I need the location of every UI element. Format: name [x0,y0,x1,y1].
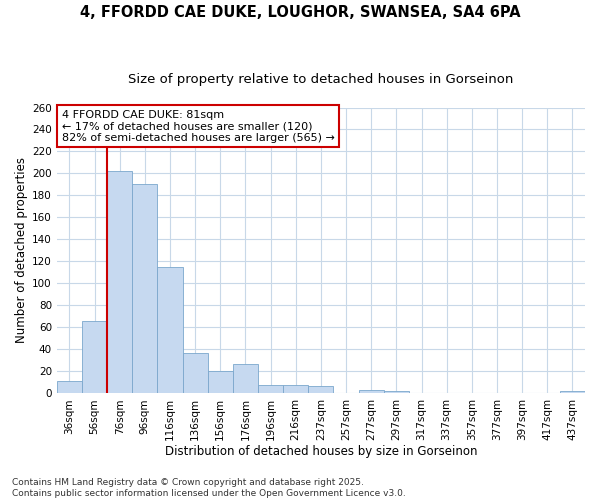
X-axis label: Distribution of detached houses by size in Gorseinon: Distribution of detached houses by size … [164,444,477,458]
Text: Contains HM Land Registry data © Crown copyright and database right 2025.
Contai: Contains HM Land Registry data © Crown c… [12,478,406,498]
Bar [57,382,82,394]
Text: 4 FFORDD CAE DUKE: 81sqm
← 17% of detached houses are smaller (120)
82% of semi-: 4 FFORDD CAE DUKE: 81sqm ← 17% of detach… [62,110,335,143]
Bar [82,321,107,394]
Bar [258,384,283,394]
Bar [233,364,258,394]
Bar [359,390,384,394]
Text: 4, FFORDD CAE DUKE, LOUGHOR, SWANSEA, SA4 6PA: 4, FFORDD CAE DUKE, LOUGHOR, SWANSEA, SA… [80,5,520,20]
Bar [107,172,132,394]
Bar [384,391,409,394]
Bar [560,391,585,394]
Title: Size of property relative to detached houses in Gorseinon: Size of property relative to detached ho… [128,72,514,86]
Y-axis label: Number of detached properties: Number of detached properties [15,158,28,344]
Bar [132,184,157,394]
Bar [157,267,182,394]
Bar [208,372,233,394]
Bar [283,384,308,394]
Bar [182,352,208,394]
Bar [308,386,334,394]
